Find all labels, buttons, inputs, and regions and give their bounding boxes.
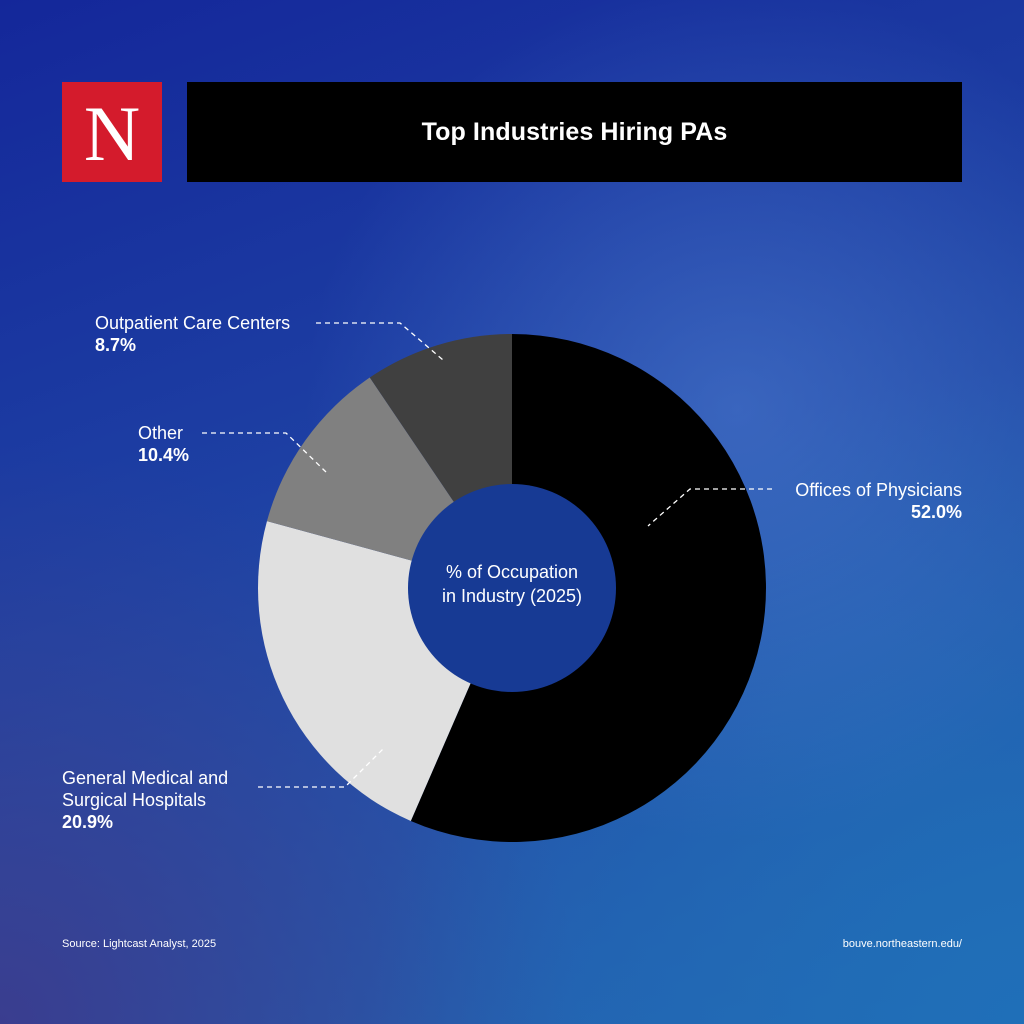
leader-line (647, 488, 772, 527)
slice-label-value: 20.9% (62, 812, 113, 832)
chart-title: Top Industries Hiring PAs (421, 117, 728, 146)
title-bar: Top Industries Hiring PAs (187, 82, 962, 182)
slice-label-value: 8.7% (95, 335, 136, 355)
slice-label-value: 52.0% (911, 502, 962, 522)
source-note: Source: Lightcast Analyst, 2025 (62, 938, 217, 950)
leader-line (258, 747, 385, 788)
center-label-line-2: in Industry (2025) (442, 586, 582, 606)
leader-line (202, 432, 327, 473)
slice-label-name: Offices of Physicians (795, 480, 962, 500)
center-label-line-1: % of Occupation (446, 562, 578, 582)
slice-label-name: Other (138, 423, 183, 443)
logo-letter: N (83, 90, 141, 177)
donut-hole (408, 484, 616, 692)
website-link[interactable]: bouve.northeastern.edu/ (842, 938, 962, 950)
slice-label-name: Outpatient Care Centers (95, 313, 290, 333)
slice-label-name: Surgical Hospitals (62, 790, 206, 810)
slice-label-name: General Medical and (62, 768, 228, 788)
slice-label-value: 10.4% (138, 445, 189, 465)
northeastern-logo: N (62, 82, 162, 182)
leader-line (316, 322, 444, 361)
